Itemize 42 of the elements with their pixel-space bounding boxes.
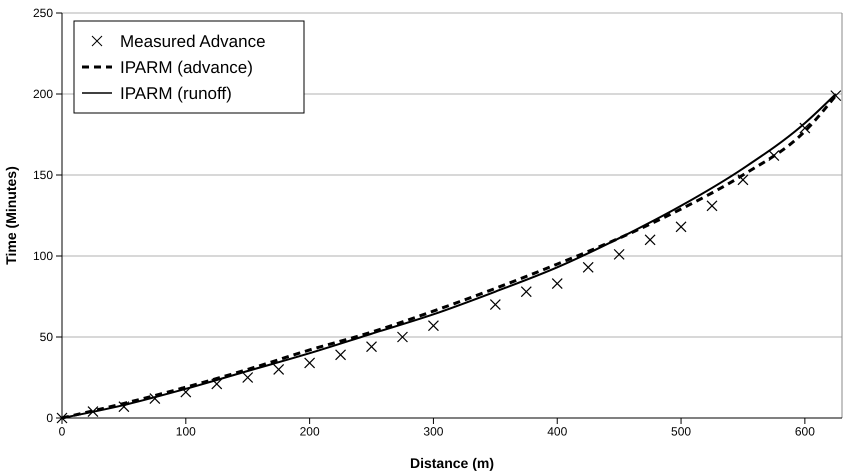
point bbox=[675, 221, 687, 232]
x-tick-label: 0 bbox=[58, 424, 66, 439]
point bbox=[211, 378, 222, 390]
point bbox=[768, 150, 780, 162]
point bbox=[242, 372, 254, 384]
point bbox=[87, 406, 99, 418]
point bbox=[149, 392, 160, 404]
point bbox=[799, 122, 810, 134]
y-tick-label: 200 bbox=[32, 86, 54, 101]
legend-label: IPARM (advance) bbox=[120, 58, 253, 77]
point bbox=[428, 320, 440, 332]
x-tick-label: 200 bbox=[300, 424, 320, 439]
point bbox=[737, 174, 749, 186]
x-tick-label: 400 bbox=[547, 424, 568, 439]
x-tick-label: 300 bbox=[423, 424, 444, 439]
y-tick-label: 100 bbox=[32, 248, 54, 263]
legend-label: IPARM (runoff) bbox=[120, 84, 232, 103]
point bbox=[366, 341, 378, 352]
point bbox=[706, 200, 718, 212]
point bbox=[396, 331, 408, 343]
point bbox=[334, 349, 346, 360]
x-tick-label: 600 bbox=[794, 424, 816, 439]
point bbox=[118, 401, 130, 412]
x-tick-label: 500 bbox=[671, 424, 692, 439]
y-tick-label: 50 bbox=[40, 330, 54, 344]
legend-label: Measured Advance bbox=[120, 32, 266, 51]
point bbox=[304, 357, 316, 369]
point bbox=[490, 299, 501, 310]
x-axis-title: Distance (m) bbox=[410, 455, 494, 471]
y-axis-title: Time (Minutes) bbox=[3, 166, 19, 265]
point bbox=[644, 234, 656, 246]
point bbox=[180, 386, 192, 398]
y-tick-label: 250 bbox=[32, 6, 54, 20]
point bbox=[614, 248, 625, 260]
y-tick-label: 0 bbox=[46, 410, 54, 425]
point bbox=[273, 364, 284, 375]
point bbox=[830, 90, 842, 102]
point bbox=[520, 286, 532, 298]
y-tick-label: 150 bbox=[32, 168, 54, 182]
point bbox=[582, 262, 594, 273]
point bbox=[552, 278, 563, 290]
x-tick-label: 100 bbox=[176, 424, 196, 439]
